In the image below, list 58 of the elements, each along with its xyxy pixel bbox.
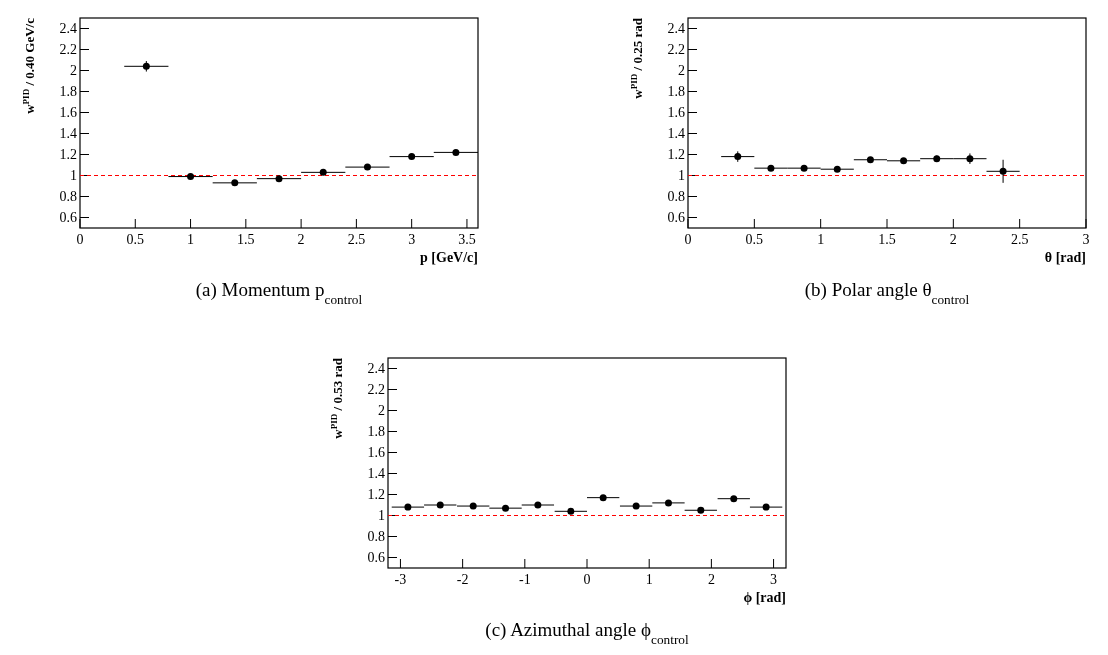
x-tick-label: 1 <box>187 232 195 247</box>
x-tick-label: 0.5 <box>745 232 764 247</box>
y-tick-label: 1.4 <box>667 126 685 142</box>
y-tick-label: 1.2 <box>59 147 77 163</box>
y-tick-label: 2 <box>678 63 685 79</box>
x-tick-label: -3 <box>394 572 407 587</box>
y-tick-label: 2.2 <box>59 42 77 58</box>
y-tick-label: 1.4 <box>367 466 385 482</box>
x-tick-label: 0 <box>684 232 692 247</box>
x-tick-label: 1.5 <box>878 232 896 247</box>
y-tick-label: 1.6 <box>59 105 77 121</box>
y-tick-label: 2.4 <box>667 21 685 37</box>
y-tick-label: 0.6 <box>367 550 385 566</box>
x-tick-label: 2.5 <box>1010 232 1029 247</box>
y-tick-label: 1 <box>70 168 77 184</box>
y-tick-label: 0.8 <box>667 189 685 205</box>
y-tick-label: 1.4 <box>59 126 77 142</box>
x-tick-label: 0.5 <box>126 232 145 247</box>
x-tick-label: 0 <box>76 232 84 247</box>
x-tick-label: 0 <box>583 572 591 587</box>
x-tick-label: 2 <box>297 232 305 247</box>
x-tick-label: 1 <box>817 232 825 247</box>
y-tick-label: 1.2 <box>367 487 385 503</box>
y-tick-label: 2.2 <box>667 42 685 58</box>
x-tick-label: -1 <box>518 572 531 587</box>
y-tick-label: 0.6 <box>667 210 685 226</box>
y-tick-label: 2.2 <box>367 382 385 398</box>
y-tick-label: 2 <box>70 63 77 79</box>
x-tick-label: 2 <box>707 572 715 587</box>
y-tick-label: 2.4 <box>367 361 385 377</box>
x-tick-label: 2 <box>949 232 957 247</box>
x-tick-label: 2.5 <box>347 232 366 247</box>
text: (b) Polar angle θ$_{control}$ <box>804 279 970 307</box>
y-tick-label: 1 <box>378 508 385 524</box>
y-tick-label: 0.8 <box>59 189 77 205</box>
y-tick-label: 1.8 <box>367 424 385 440</box>
y-tick-label: 0.8 <box>367 529 385 545</box>
y-tick-label: 1.2 <box>667 147 685 163</box>
x-axis-title: θ [rad] <box>1044 250 1086 265</box>
x-tick-label: 3 <box>770 572 778 587</box>
x-tick-label: 3 <box>1082 232 1090 247</box>
y-tick-label: 1.8 <box>59 84 77 100</box>
text: (c) Azimuthal angle ϕ$_{control}$ <box>485 619 689 647</box>
text: (a) Momentum p$_{control}$ <box>195 279 363 307</box>
y-tick-label: 1 <box>678 168 685 184</box>
x-axis-title: p [GeV/c] <box>420 250 478 265</box>
y-tick-label: 1.6 <box>367 445 385 461</box>
y-tick-label: 1.8 <box>667 84 685 100</box>
y-tick-label: 0.6 <box>59 210 77 226</box>
y-tick-label: 2.4 <box>59 21 77 37</box>
y-tick-label: 2 <box>378 403 385 419</box>
x-tick-label: 3 <box>408 232 416 247</box>
x-axis-title: ϕ [rad] <box>743 590 786 605</box>
y-tick-label: 1.6 <box>667 105 685 121</box>
x-tick-label: 3.5 <box>458 232 476 247</box>
x-tick-label: -2 <box>456 572 469 587</box>
x-tick-label: 1.5 <box>237 232 255 247</box>
x-tick-label: 1 <box>645 572 653 587</box>
